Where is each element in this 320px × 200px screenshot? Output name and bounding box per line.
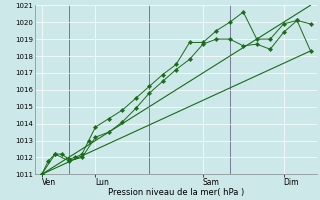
X-axis label: Pression niveau de la mer( hPa ): Pression niveau de la mer( hPa ) xyxy=(108,188,244,197)
